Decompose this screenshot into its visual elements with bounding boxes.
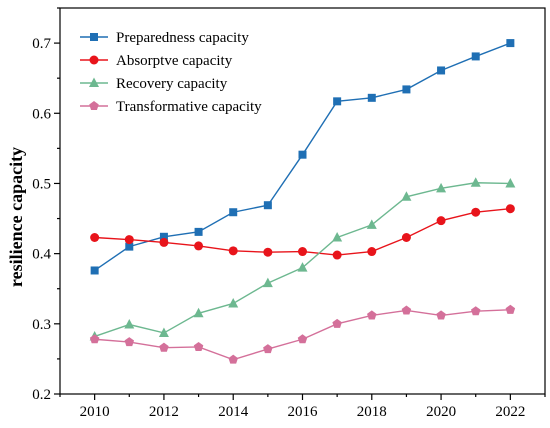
legend-marker: [90, 33, 98, 41]
y-tick-label: 0.2: [32, 387, 51, 403]
data-point: [367, 93, 376, 102]
legend-entry-2: Recovery capacity: [80, 76, 228, 92]
data-point: [159, 342, 169, 352]
data-point: [366, 219, 377, 229]
data-point: [90, 232, 100, 242]
legend-label: Transformative capacity: [116, 99, 262, 115]
legend-entry-1: Absorptve capacity: [80, 53, 233, 69]
data-point: [470, 306, 481, 316]
legend-entry-0: Preparedness capacity: [80, 30, 249, 46]
series-1: [90, 204, 515, 260]
x-tick-label: 2022: [495, 404, 525, 420]
legend: Preparedness capacity Absorptve capacity R…: [80, 30, 262, 115]
x-tick-label: 2012: [149, 404, 179, 420]
data-point: [228, 246, 238, 256]
y-tick-label: 0.7: [32, 36, 51, 52]
data-point: [228, 297, 239, 308]
data-point: [436, 310, 446, 320]
data-point: [332, 231, 343, 242]
data-point: [194, 227, 203, 236]
data-point: [332, 318, 342, 328]
x-tick-label: 2010: [80, 404, 110, 420]
data-point: [506, 39, 515, 48]
data-point: [298, 247, 307, 257]
data-point: [402, 85, 411, 94]
data-point: [159, 232, 168, 241]
series-line: [94, 182, 511, 338]
axes: 2010 2012 2014 2016 2018 2020 2022 0.2 0.3 0.4 0.5…: [32, 7, 546, 420]
data-point: [437, 66, 446, 75]
legend-label: Absorptve capacity: [116, 53, 233, 69]
data-point: [125, 242, 134, 251]
data-point: [124, 319, 135, 329]
data-point: [401, 305, 412, 315]
data-point: [505, 304, 516, 314]
data-point: [297, 334, 308, 344]
data-point: [470, 177, 481, 187]
series-2: [89, 177, 516, 341]
data-point: [333, 97, 342, 106]
data-point: [89, 334, 100, 344]
legend-label: Recovery capacity: [116, 76, 228, 92]
data-point: [229, 208, 238, 217]
data-point: [124, 235, 134, 245]
data-point: [436, 216, 446, 226]
x-tick-label: 2020: [426, 404, 456, 420]
y-tick-label: 0.4: [32, 247, 51, 263]
legend-entry-3: Transformative capacity: [80, 99, 262, 115]
data-point: [471, 207, 481, 217]
series-3: [89, 304, 516, 364]
data-point: [193, 307, 204, 318]
data-point: [505, 204, 515, 214]
y-axis-title: resilience capacity: [6, 147, 26, 287]
legend-label: Preparedness capacity: [116, 30, 249, 46]
data-point: [367, 247, 377, 257]
y-tick-label: 0.3: [32, 317, 51, 333]
data-point: [401, 232, 411, 242]
data-point: [263, 344, 273, 354]
legend-marker: [89, 101, 99, 111]
legend-marker: [89, 55, 99, 65]
data-point: [367, 310, 377, 320]
series-0: [90, 39, 515, 275]
data-point: [401, 191, 412, 201]
x-tick-label: 2018: [357, 404, 387, 420]
data-point: [263, 247, 273, 257]
data-point: [158, 327, 169, 337]
legend-marker: [89, 77, 99, 87]
series-layer: [89, 39, 516, 364]
data-point: [436, 182, 447, 193]
data-point: [505, 177, 516, 188]
data-point: [263, 201, 272, 210]
data-point: [297, 262, 308, 272]
x-tick-label: 2016: [288, 404, 319, 420]
y-tick-label: 0.6: [32, 106, 51, 122]
data-point: [194, 241, 204, 251]
data-point: [159, 237, 169, 247]
x-tick-label: 2014: [218, 404, 249, 420]
data-point: [298, 150, 307, 159]
data-point: [90, 266, 99, 275]
data-point: [228, 354, 238, 364]
data-point: [124, 337, 135, 347]
y-tick-label: 0.5: [32, 176, 51, 192]
data-point: [262, 277, 273, 288]
data-point: [332, 250, 342, 260]
data-point: [193, 341, 204, 352]
data-point: [471, 52, 480, 61]
